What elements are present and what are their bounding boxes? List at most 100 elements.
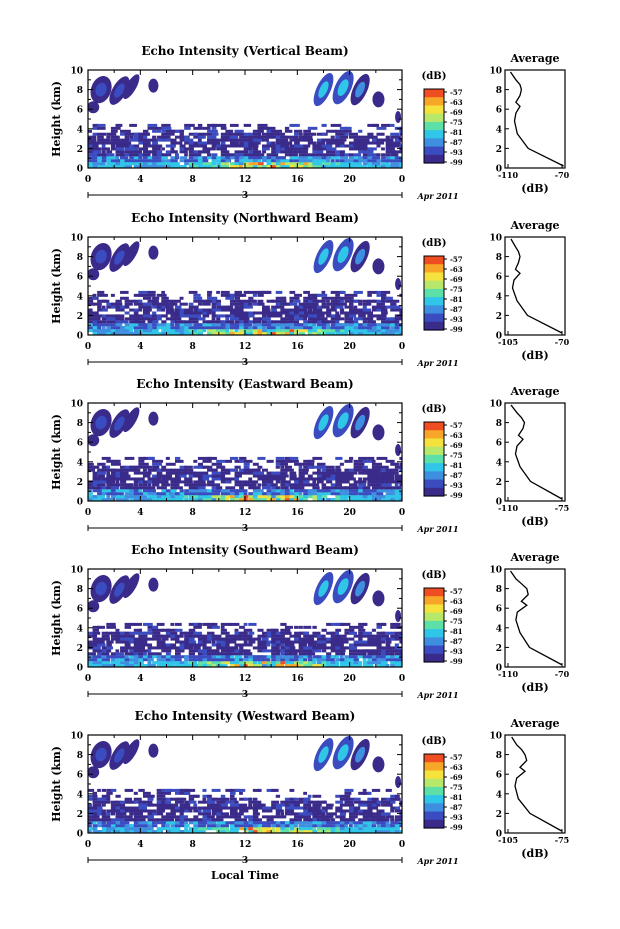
colorbar-tick-label: -81	[450, 627, 463, 636]
x-tick-label: 4	[137, 674, 143, 684]
colorbar-tick-label: -63	[450, 597, 463, 606]
day-label: 3	[242, 191, 248, 201]
panel-5: Echo Intensity (Westward Beam) 0 2 4 6 8 10 Hei…	[50, 709, 569, 866]
colorbar-frame	[423, 255, 445, 331]
colorbar-tick-label: -75	[450, 118, 463, 127]
day-label: 3	[242, 358, 248, 368]
profile-x-tick-label: -70	[555, 337, 570, 347]
profile-title: Average	[509, 551, 559, 564]
x-tick-label: 8	[190, 508, 196, 518]
colorbar-swatch	[424, 645, 444, 655]
y-tick-label: 2	[77, 644, 83, 654]
y-tick-label: 8	[77, 751, 83, 761]
profile-y-tick-label: 6	[496, 771, 502, 781]
colorbar-swatch	[424, 280, 444, 290]
colorbar-unit: (dB)	[422, 736, 447, 747]
y-tick-label: 0	[77, 498, 83, 508]
x-tick-label: 20	[343, 674, 356, 684]
colorbar-tick-label: -63	[450, 265, 463, 274]
colorbar-unit: (dB)	[422, 71, 447, 82]
colorbar-swatch	[424, 653, 444, 663]
profile-line	[510, 238, 563, 334]
profile-line	[510, 404, 563, 500]
colorbar-swatch	[424, 596, 444, 606]
x-tick-label: 20	[343, 508, 356, 518]
profile-y-tick-label: 8	[496, 751, 502, 761]
colorbar-tick-label: -93	[450, 148, 463, 157]
colorbar-swatch	[424, 463, 444, 472]
profile-y-tick-label: 8	[496, 253, 502, 263]
y-tick-label: 8	[77, 253, 83, 263]
colorbar-tick-label: -93	[450, 813, 463, 822]
y-tick-label: 6	[77, 273, 83, 283]
day-label: 3	[242, 524, 248, 534]
colorbar-swatch	[424, 811, 444, 821]
colorbar-tick-label: -57	[450, 421, 463, 430]
x-tick-label: 4	[137, 840, 143, 850]
profile-y-tick-label: 6	[496, 439, 502, 449]
profile-x-tick-label: -70	[555, 170, 570, 180]
date-label: Apr 2011	[416, 856, 458, 866]
panel-title: Echo Intensity (Westward Beam)	[135, 709, 356, 723]
colorbar-tick-label: -69	[450, 441, 463, 450]
panel-title: Echo Intensity (Eastward Beam)	[136, 377, 353, 391]
colorbar-swatch	[424, 637, 444, 647]
colorbar-swatch	[424, 313, 444, 323]
date-label: Apr 2011	[416, 358, 458, 368]
profile-title: Average	[509, 717, 559, 730]
y-tick-label: 6	[77, 439, 83, 449]
date-label: Apr 2011	[416, 690, 458, 700]
colorbar-swatch	[424, 130, 444, 139]
profile-y-tick-label: 10	[489, 400, 502, 410]
heatmap-field	[88, 735, 402, 833]
colorbar-tick-label: -75	[450, 783, 463, 792]
x-tick-label: 0	[85, 840, 91, 850]
profile-y-tick-label: 0	[496, 830, 502, 840]
y-tick-label: 4	[77, 624, 83, 634]
y-axis-label: Height (km)	[50, 81, 63, 157]
colorbar-swatch	[424, 105, 444, 115]
colorbar-tick-label: -57	[450, 753, 463, 762]
profile-y-tick-label: 8	[496, 419, 502, 429]
colorbar-swatch	[424, 762, 444, 772]
panel-title: Echo Intensity (Vertical Beam)	[141, 44, 348, 58]
x-tick-label: 0	[85, 342, 91, 352]
profile-y-tick-label: 6	[496, 273, 502, 283]
profile-y-tick-label: 0	[496, 664, 502, 674]
colorbar-swatch	[424, 138, 444, 148]
x-tick-label: 20	[343, 175, 356, 185]
profile-y-tick-label: 4	[496, 790, 502, 800]
x-tick-label: 0	[85, 175, 91, 185]
colorbar-tick-label: -99	[450, 158, 463, 167]
colorbar-swatch	[424, 264, 444, 274]
profile-y-tick-label: 10	[489, 67, 502, 77]
colorbar-tick-label: -57	[450, 587, 463, 596]
profile-y-tick-label: 10	[489, 566, 502, 576]
colorbar-tick-label: -87	[450, 637, 463, 646]
date-label: Apr 2011	[416, 524, 458, 534]
y-tick-label: 10	[70, 234, 83, 244]
x-tick-label: 8	[190, 342, 196, 352]
colorbar-swatch	[424, 471, 444, 481]
profile-y-tick-label: 2	[496, 644, 502, 654]
colorbar-swatch	[424, 422, 444, 431]
y-tick-label: 10	[70, 566, 83, 576]
colorbar-tick-label: -87	[450, 803, 463, 812]
x-tick-label: 0	[399, 508, 405, 518]
colorbar-tick-label: -87	[450, 138, 463, 147]
y-tick-label: 0	[77, 332, 83, 342]
x-tick-label: 20	[343, 342, 356, 352]
profile-y-tick-label: 10	[489, 234, 502, 244]
colorbar-tick-label: -93	[450, 315, 463, 324]
colorbar-tick-label: -57	[450, 255, 463, 264]
colorbar-swatch	[424, 113, 444, 123]
profile-y-tick-label: 4	[496, 458, 502, 468]
colorbar-swatch	[424, 305, 444, 315]
x-tick-label: 8	[190, 674, 196, 684]
colorbar-swatch	[424, 146, 444, 156]
x-tick-label: 12	[239, 674, 252, 684]
colorbar-swatch	[424, 604, 444, 614]
colorbar-tick-label: -99	[450, 325, 463, 334]
profile-frame	[504, 69, 566, 169]
profile-y-tick-label: 0	[496, 165, 502, 175]
